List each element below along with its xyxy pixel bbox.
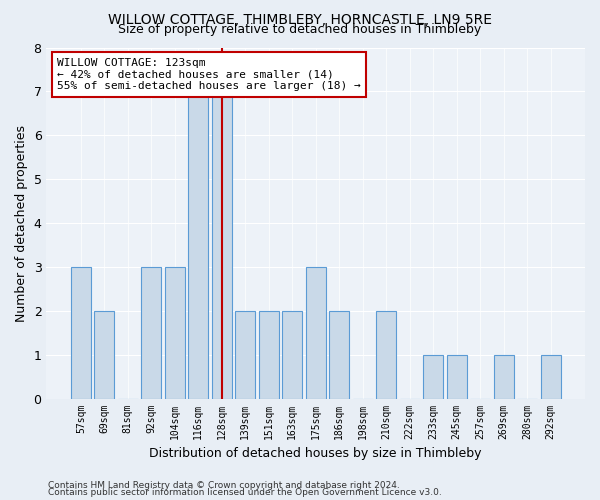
- Bar: [446, 354, 467, 399]
- X-axis label: Distribution of detached houses by size in Thimbleby: Distribution of detached houses by size …: [149, 447, 482, 460]
- Bar: [212, 92, 232, 399]
- Text: Size of property relative to detached houses in Thimbleby: Size of property relative to detached ho…: [118, 22, 482, 36]
- Bar: [306, 267, 326, 398]
- Bar: [376, 311, 396, 398]
- Text: WILLOW COTTAGE, THIMBLEBY, HORNCASTLE, LN9 5RE: WILLOW COTTAGE, THIMBLEBY, HORNCASTLE, L…: [108, 12, 492, 26]
- Bar: [188, 92, 208, 399]
- Y-axis label: Number of detached properties: Number of detached properties: [15, 124, 28, 322]
- Bar: [423, 354, 443, 399]
- Text: Contains HM Land Registry data © Crown copyright and database right 2024.: Contains HM Land Registry data © Crown c…: [48, 480, 400, 490]
- Bar: [494, 354, 514, 399]
- Bar: [235, 311, 255, 398]
- Bar: [142, 267, 161, 398]
- Bar: [282, 311, 302, 398]
- Bar: [71, 267, 91, 398]
- Bar: [329, 311, 349, 398]
- Bar: [94, 311, 115, 398]
- Text: WILLOW COTTAGE: 123sqm
← 42% of detached houses are smaller (14)
55% of semi-det: WILLOW COTTAGE: 123sqm ← 42% of detached…: [57, 58, 361, 91]
- Text: Contains public sector information licensed under the Open Government Licence v3: Contains public sector information licen…: [48, 488, 442, 497]
- Bar: [541, 354, 560, 399]
- Bar: [259, 311, 279, 398]
- Bar: [165, 267, 185, 398]
